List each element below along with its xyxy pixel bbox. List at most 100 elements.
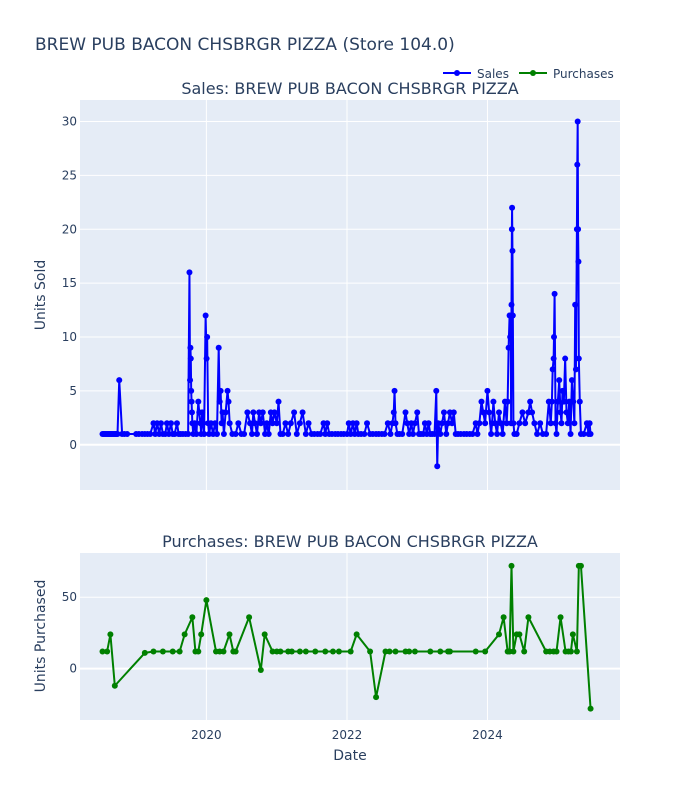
- sales-data-point[interactable]: [257, 420, 264, 427]
- sales-data-point[interactable]: [124, 430, 131, 437]
- sales-data-point[interactable]: [509, 247, 516, 254]
- sales-data-point[interactable]: [490, 398, 497, 405]
- sales-data-point[interactable]: [509, 204, 516, 211]
- purchases-data-point[interactable]: [569, 631, 576, 638]
- purchases-data-point[interactable]: [367, 648, 374, 655]
- sales-data-point[interactable]: [575, 226, 582, 233]
- sales-data-point[interactable]: [279, 430, 286, 437]
- purchases-data-point[interactable]: [150, 648, 157, 655]
- sales-data-point[interactable]: [562, 355, 569, 362]
- sales-data-point[interactable]: [188, 387, 195, 394]
- sales-data-point[interactable]: [570, 398, 577, 405]
- sales-data-point[interactable]: [241, 430, 248, 437]
- sales-data-point[interactable]: [414, 409, 421, 416]
- sales-data-point[interactable]: [553, 430, 560, 437]
- purchases-data-point[interactable]: [406, 648, 413, 655]
- purchases-data-point[interactable]: [427, 648, 434, 655]
- purchases-data-point[interactable]: [107, 631, 114, 638]
- purchases-data-point[interactable]: [302, 648, 309, 655]
- purchases-data-point[interactable]: [577, 562, 584, 569]
- purchases-data-point[interactable]: [198, 631, 205, 638]
- sales-data-point[interactable]: [399, 430, 406, 437]
- purchases-data-point[interactable]: [226, 631, 233, 638]
- sales-data-point[interactable]: [486, 409, 493, 416]
- sales-data-point[interactable]: [116, 377, 123, 384]
- sales-data-point[interactable]: [392, 420, 399, 427]
- purchases-data-point[interactable]: [104, 648, 111, 655]
- legend-item-sales[interactable]: Sales: [443, 67, 509, 81]
- sales-data-point[interactable]: [353, 420, 360, 427]
- sales-data-point[interactable]: [574, 118, 581, 125]
- sales-data-point[interactable]: [550, 355, 557, 362]
- purchases-data-point[interactable]: [257, 667, 264, 674]
- sales-data-point[interactable]: [212, 420, 219, 427]
- sales-data-point[interactable]: [324, 420, 331, 427]
- purchases-data-point[interactable]: [516, 631, 523, 638]
- sales-data-point[interactable]: [476, 420, 483, 427]
- purchases-data-point[interactable]: [500, 614, 507, 621]
- sales-data-point[interactable]: [509, 312, 516, 319]
- purchases-data-point[interactable]: [508, 562, 515, 569]
- purchases-data-point[interactable]: [288, 648, 295, 655]
- sales-data-point[interactable]: [222, 409, 229, 416]
- sales-data-point[interactable]: [484, 387, 491, 394]
- sales-data-point[interactable]: [531, 420, 538, 427]
- sales-data-point[interactable]: [226, 420, 233, 427]
- sales-data-point[interactable]: [572, 301, 579, 308]
- sales-data-point[interactable]: [167, 420, 174, 427]
- sales-data-point[interactable]: [576, 398, 583, 405]
- sales-data-point[interactable]: [564, 420, 571, 427]
- sales-data-point[interactable]: [390, 409, 397, 416]
- sales-data-point[interactable]: [296, 420, 303, 427]
- sales-data-point[interactable]: [411, 420, 418, 427]
- purchases-data-point[interactable]: [587, 705, 594, 712]
- purchases-data-point[interactable]: [510, 648, 517, 655]
- sales-data-point[interactable]: [273, 420, 280, 427]
- purchases-data-point[interactable]: [573, 648, 580, 655]
- sales-data-point[interactable]: [505, 344, 512, 351]
- sales-data-point[interactable]: [554, 398, 561, 405]
- sales-data-point[interactable]: [193, 430, 200, 437]
- sales-data-point[interactable]: [185, 430, 192, 437]
- sales-data-point[interactable]: [494, 430, 501, 437]
- purchases-data-point[interactable]: [111, 682, 118, 689]
- sales-data-point[interactable]: [199, 409, 206, 416]
- sales-data-point[interactable]: [482, 420, 489, 427]
- purchases-data-point[interactable]: [482, 648, 489, 655]
- sales-data-point[interactable]: [285, 430, 292, 437]
- purchases-data-point[interactable]: [176, 648, 183, 655]
- sales-data-point[interactable]: [317, 430, 324, 437]
- sales-data-point[interactable]: [157, 420, 164, 427]
- sales-data-point[interactable]: [259, 409, 266, 416]
- purchases-data-point[interactable]: [203, 597, 210, 604]
- sales-data-point[interactable]: [548, 398, 555, 405]
- sales-data-point[interactable]: [387, 430, 394, 437]
- sales-data-point[interactable]: [440, 409, 447, 416]
- sales-data-point[interactable]: [516, 420, 523, 427]
- sales-data-point[interactable]: [269, 420, 276, 427]
- sales-data-point[interactable]: [402, 409, 409, 416]
- purchases-data-point[interactable]: [246, 614, 253, 621]
- sales-data-point[interactable]: [552, 420, 559, 427]
- purchases-data-point[interactable]: [373, 694, 380, 701]
- sales-data-point[interactable]: [568, 377, 575, 384]
- purchases-data-point[interactable]: [347, 648, 354, 655]
- purchases-data-point[interactable]: [496, 631, 502, 638]
- purchases-data-point[interactable]: [277, 648, 284, 655]
- purchases-data-point[interactable]: [169, 648, 176, 655]
- sales-data-point[interactable]: [187, 344, 194, 351]
- purchases-data-point[interactable]: [232, 648, 239, 655]
- sales-data-point[interactable]: [574, 161, 581, 168]
- sales-data-point[interactable]: [529, 409, 536, 416]
- purchases-data-point[interactable]: [553, 648, 560, 655]
- sales-data-point[interactable]: [271, 409, 278, 416]
- sales-data-point[interactable]: [551, 290, 558, 297]
- sales-data-point[interactable]: [195, 398, 202, 405]
- sales-data-point[interactable]: [480, 409, 487, 416]
- purchases-data-point[interactable]: [220, 648, 227, 655]
- purchases-data-point[interactable]: [329, 648, 336, 655]
- sales-data-point[interactable]: [425, 420, 432, 427]
- sales-data-point[interactable]: [201, 430, 208, 437]
- purchases-data-point[interactable]: [392, 648, 399, 655]
- sales-data-point[interactable]: [543, 430, 550, 437]
